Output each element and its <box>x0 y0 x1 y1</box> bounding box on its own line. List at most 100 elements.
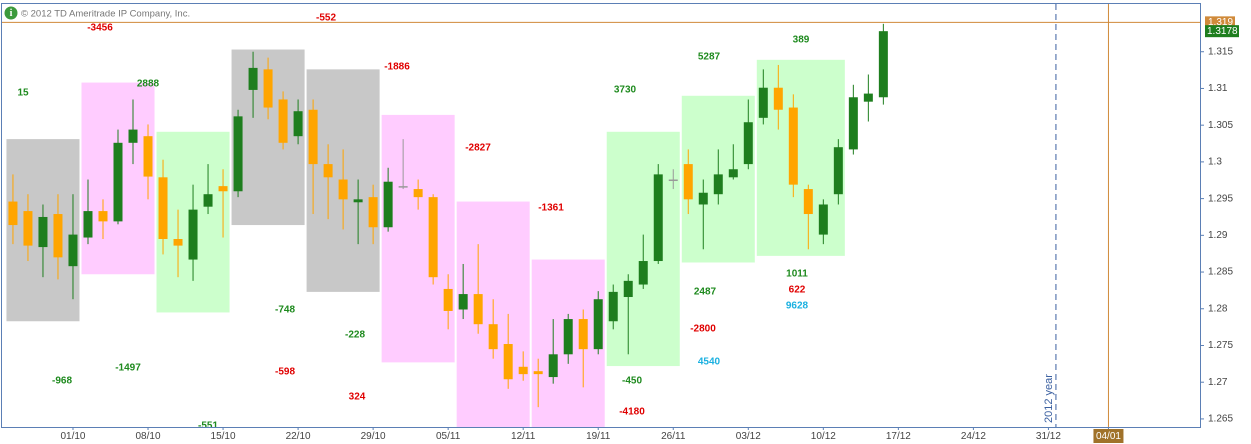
candle-body <box>608 291 618 322</box>
candle-body <box>473 294 483 325</box>
annotation: 4540 <box>698 357 721 368</box>
candle-body <box>38 216 48 248</box>
candle-body <box>398 186 408 188</box>
candle-body <box>233 116 243 192</box>
candle-body <box>863 93 873 102</box>
candle-body <box>698 192 708 205</box>
candle-body <box>443 288 453 311</box>
annotation: 389 <box>793 35 810 46</box>
candle-body <box>563 319 573 355</box>
candle-body <box>8 201 18 226</box>
annotation: 3730 <box>614 85 637 96</box>
candle-body <box>593 299 603 350</box>
x-tick-label: 29/10 <box>361 431 386 442</box>
candle-body <box>548 354 558 378</box>
x-tick-label: 10/12 <box>811 431 836 442</box>
candle-body <box>518 366 528 375</box>
candle-body <box>533 371 543 375</box>
weekly-box <box>756 59 845 256</box>
last-price-box <box>1205 25 1239 38</box>
candle-body <box>218 186 228 192</box>
candle-body <box>248 67 258 90</box>
annotation: -2800 <box>690 324 716 335</box>
candle-body <box>413 189 423 198</box>
candle-body <box>788 107 798 185</box>
candle-body <box>368 197 378 228</box>
y-tick-label: 1.28 <box>1208 303 1228 314</box>
y-tick-label: 1.285 <box>1208 267 1233 278</box>
annotation: 2888 <box>137 79 160 90</box>
x-tick-label: 15/10 <box>211 431 236 442</box>
candle-body <box>683 164 693 200</box>
x-tick-label: 05/11 <box>436 431 461 442</box>
x-cursor-label-box <box>1093 429 1124 443</box>
candle-body <box>653 174 663 262</box>
annotation: -228 <box>345 330 365 341</box>
y-tick-label: 1.31 <box>1208 83 1228 94</box>
y-tick-label: 1.265 <box>1208 414 1233 425</box>
y-tick-label: 1.29 <box>1208 230 1228 241</box>
candle-body <box>68 234 78 267</box>
year-label: 2012 year <box>1043 374 1055 423</box>
candle-body <box>638 261 648 285</box>
candle-body <box>623 280 633 298</box>
plot-area: 15 -3456 -968 2888 -1497 -551 -748 -598 -552 -188… <box>2 4 1200 432</box>
candle-body <box>263 69 273 108</box>
candle-body <box>293 111 303 137</box>
candle-body <box>713 174 723 195</box>
cursor-price-label: 1.319 <box>1208 17 1233 28</box>
x-tick-label: 04/01 <box>1096 431 1121 442</box>
candle-body <box>353 199 363 203</box>
plot-frame <box>1 3 1201 428</box>
candle-body <box>668 179 678 182</box>
candle-body <box>23 211 33 246</box>
candle-body <box>803 189 813 215</box>
x-tick-label: 01/10 <box>60 431 85 442</box>
candle-body <box>503 344 513 380</box>
annotation: -551 <box>198 421 218 432</box>
candle-body <box>758 87 768 118</box>
y-tick-label: 1.305 <box>1208 120 1233 131</box>
annotation: -4180 <box>619 407 645 418</box>
annotation: 622 <box>789 285 806 296</box>
candle-body <box>848 97 858 150</box>
candle-body <box>878 31 888 98</box>
candle-body <box>98 211 108 222</box>
candle-body <box>428 197 438 278</box>
info-icon-glyph: i <box>10 8 13 19</box>
x-tick-label: 08/10 <box>136 431 161 442</box>
candle-body <box>458 294 468 310</box>
candle-body <box>203 194 213 207</box>
x-tick-label: 26/11 <box>661 431 686 442</box>
annotation: -3456 <box>87 23 113 34</box>
candle-body <box>308 109 318 165</box>
last-price-label: 1.3178 <box>1207 26 1238 37</box>
annotation: 5287 <box>698 52 721 63</box>
annotation: 324 <box>349 392 366 403</box>
candle-body <box>128 129 138 143</box>
candle-body <box>728 169 738 178</box>
candle-body <box>338 179 348 200</box>
candle-body <box>818 204 828 235</box>
annotation: -748 <box>275 305 295 316</box>
candle-body <box>323 164 333 178</box>
candle-body <box>188 209 198 260</box>
candle-body <box>158 177 168 239</box>
annotation: 1011 <box>786 269 808 280</box>
candle-body <box>383 181 393 228</box>
candle-body <box>578 319 588 350</box>
info-icon[interactable] <box>4 6 18 20</box>
annotation: 15 <box>17 88 29 99</box>
annotation: -552 <box>316 13 336 24</box>
candle-body <box>53 214 63 258</box>
y-tick-label: 1.315 <box>1208 46 1233 57</box>
annotation: -2827 <box>465 143 491 154</box>
x-tick-label: 12/11 <box>511 431 536 442</box>
annotation: -1497 <box>115 363 141 374</box>
annotation: 2487 <box>694 287 717 298</box>
candle-body <box>488 324 498 350</box>
x-tick-label: 22/10 <box>286 431 311 442</box>
annotation: 9628 <box>786 301 809 312</box>
candle-body <box>743 122 753 165</box>
x-tick-label: 03/12 <box>736 431 761 442</box>
